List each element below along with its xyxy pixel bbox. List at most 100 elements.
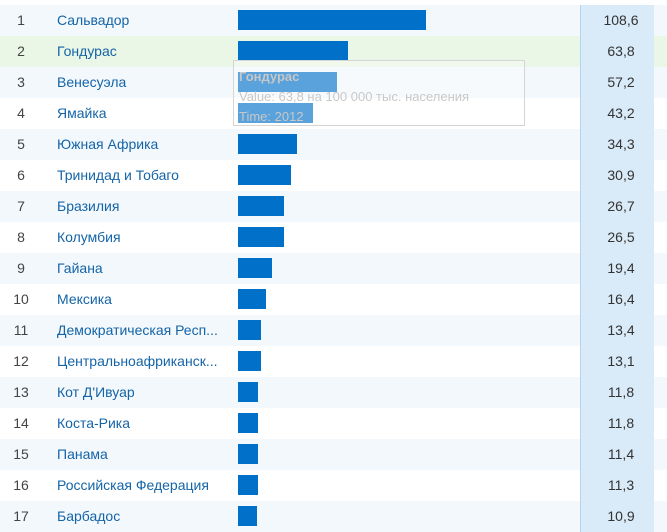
value-cell	[580, 5, 654, 36]
table-row[interactable]: 6 Тринидад и Тобаго 30,9	[0, 160, 667, 191]
bar[interactable]	[238, 165, 291, 185]
value-cell	[580, 129, 654, 160]
rank-label: 6	[17, 167, 25, 183]
data-label: 108,6	[603, 12, 639, 28]
rank-label: 2	[17, 43, 25, 59]
country-link[interactable]: Венесуэла	[57, 74, 127, 90]
tooltip-time: Time: 2012	[239, 109, 304, 124]
data-label: 26,7	[607, 198, 635, 214]
table-row[interactable]: 17 Барбадос 10,9	[0, 501, 667, 532]
data-label: 19,4	[607, 260, 635, 276]
chart-tooltip: Гондурас Value: 63,8 на 100 000 тыс. нас…	[233, 60, 525, 126]
table-row[interactable]: 7 Бразилия 26,7	[0, 191, 667, 222]
bar[interactable]	[238, 413, 258, 433]
tooltip-value: Value: 63,8 на 100 000 тыс. населения	[239, 89, 470, 104]
country-link[interactable]: Российская Федерация	[57, 477, 209, 493]
value-cell	[580, 470, 654, 501]
value-cell	[580, 67, 654, 98]
value-cell	[580, 439, 654, 470]
country-link[interactable]: Гайана	[57, 260, 103, 276]
country-link[interactable]: Сальвадор	[57, 12, 130, 28]
table-row[interactable]: 2 Гондурас 63,8	[0, 36, 667, 67]
bar[interactable]	[238, 134, 297, 154]
rank-label: 7	[17, 198, 25, 214]
bar[interactable]	[238, 103, 313, 123]
rank-label: 3	[17, 74, 25, 90]
rank-label: 11	[13, 322, 29, 338]
table-row[interactable]: 9 Гайана 19,4	[0, 253, 667, 284]
rank-label: 16	[13, 477, 29, 493]
value-cell	[580, 315, 654, 346]
data-label: 11,8	[607, 415, 635, 431]
table-row[interactable]: 10 Мексика 16,4	[0, 284, 667, 315]
table-row[interactable]: 5 Южная Африка 34,3	[0, 129, 667, 160]
table-row[interactable]: 1 Сальвадор 108,6	[0, 5, 667, 36]
value-cell	[580, 253, 654, 284]
data-label: 34,3	[607, 136, 635, 152]
table-row[interactable]: 11 Демократическая Респ... 13,4	[0, 315, 667, 346]
country-link[interactable]: Коста-Рика	[57, 415, 131, 431]
country-link[interactable]: Панама	[57, 446, 108, 462]
data-label: 63,8	[607, 43, 635, 59]
rank-label: 13	[13, 384, 29, 400]
country-link[interactable]: Барбадос	[57, 508, 121, 524]
table-row[interactable]: 15 Панама 11,4	[0, 439, 667, 470]
country-link[interactable]: Мексика	[57, 291, 112, 307]
value-cell	[580, 222, 654, 253]
bar[interactable]	[238, 289, 266, 309]
bar[interactable]	[238, 258, 272, 278]
table-row[interactable]: 16 Российская Федерация 11,3	[0, 470, 667, 501]
data-label: 57,2	[607, 74, 635, 90]
bar[interactable]	[238, 351, 261, 371]
rank-label: 4	[17, 105, 25, 121]
country-link[interactable]: Бразилия	[57, 198, 120, 214]
data-label: 13,4	[607, 322, 635, 338]
country-link[interactable]: Ямайка	[57, 105, 107, 121]
country-link[interactable]: Колумбия	[57, 229, 121, 245]
table-row[interactable]: 3 Венесуэла 57,2	[0, 67, 667, 98]
data-label: 10,9	[607, 508, 635, 524]
table-row[interactable]: 13 Кот Д'Ивуар 11,8	[0, 377, 667, 408]
bar[interactable]	[238, 196, 284, 216]
bar[interactable]	[238, 475, 258, 495]
country-link[interactable]: Южная Африка	[57, 136, 159, 152]
table-row[interactable]: 12 Центральноафриканск... 13,1	[0, 346, 667, 377]
country-link[interactable]: Тринидад и Тобаго	[57, 167, 179, 183]
country-link[interactable]: Демократическая Респ...	[57, 322, 218, 338]
table-row[interactable]: 4 Ямайка 43,2	[0, 98, 667, 129]
country-link[interactable]: Кот Д'Ивуар	[57, 384, 135, 400]
rank-label: 8	[17, 229, 25, 245]
rank-label: 14	[13, 415, 29, 431]
bar[interactable]	[238, 382, 258, 402]
rank-label: 9	[17, 260, 25, 276]
value-cell	[580, 346, 654, 377]
rank-label: 17	[13, 508, 29, 524]
data-label: 26,5	[607, 229, 635, 245]
data-label: 30,9	[607, 167, 635, 183]
value-cell	[580, 191, 654, 222]
value-cell	[580, 408, 654, 439]
bar[interactable]	[238, 444, 258, 464]
data-label: 16,4	[607, 291, 635, 307]
value-cell	[580, 160, 654, 191]
value-cell	[580, 377, 654, 408]
rank-label: 1	[17, 12, 25, 28]
bar[interactable]	[238, 506, 257, 526]
data-label: 11,8	[607, 384, 635, 400]
bar[interactable]	[238, 320, 261, 340]
table-row[interactable]: 8 Колумбия 26,5	[0, 222, 667, 253]
table-row[interactable]: 14 Коста-Рика 11,8	[0, 408, 667, 439]
data-label: 11,3	[607, 477, 635, 493]
rank-label: 12	[13, 353, 29, 369]
country-link[interactable]: Центральноафриканск...	[57, 353, 218, 369]
country-link[interactable]: Гондурас	[57, 43, 117, 59]
bar[interactable]	[238, 41, 348, 61]
value-cell	[580, 501, 654, 532]
bar[interactable]	[238, 10, 426, 30]
value-cell	[580, 36, 654, 67]
rank-label: 15	[13, 446, 29, 462]
value-cell	[580, 98, 654, 129]
bar[interactable]	[238, 227, 284, 247]
bar[interactable]	[238, 72, 337, 92]
